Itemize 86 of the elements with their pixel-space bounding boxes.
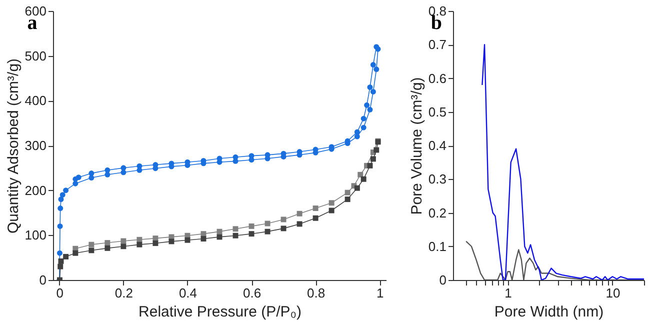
point — [354, 185, 360, 191]
point — [152, 236, 158, 242]
y-tick-label: 0.6 — [428, 70, 446, 86]
x-tick-label: 0.8 — [307, 286, 326, 300]
point — [58, 206, 64, 211]
point — [370, 62, 376, 68]
y-axis-title: Quantity Adsorbed (cm³/g) — [4, 58, 22, 234]
y-tick-label: 400 — [24, 93, 46, 108]
point — [58, 258, 64, 264]
point — [168, 238, 174, 244]
point — [370, 156, 376, 162]
point — [367, 162, 373, 168]
y-tick-label: 200 — [24, 182, 46, 198]
point — [360, 124, 366, 130]
y-tick-label: 500 — [24, 48, 46, 64]
y-tick-label: 0 — [439, 272, 446, 288]
point — [364, 102, 370, 108]
point — [136, 236, 142, 242]
point — [120, 244, 126, 250]
point — [200, 236, 206, 242]
y-tick-label: 0.7 — [428, 37, 446, 52]
x-tick-label: 1 — [376, 286, 384, 300]
point — [264, 220, 270, 226]
point — [152, 240, 158, 246]
point — [312, 215, 318, 221]
point — [280, 216, 286, 222]
x-tick-label: 1 — [504, 286, 512, 300]
point — [88, 242, 94, 248]
y-tick-label: 0.3 — [428, 172, 446, 187]
point — [328, 200, 334, 206]
point — [248, 231, 254, 237]
point — [296, 210, 302, 216]
point — [312, 206, 318, 212]
point — [136, 242, 142, 248]
point — [120, 170, 126, 176]
point — [232, 232, 238, 238]
point — [72, 250, 78, 256]
y-tick-label: 100 — [24, 228, 46, 243]
point — [58, 264, 64, 270]
point — [57, 223, 63, 229]
point — [120, 238, 126, 244]
point — [76, 174, 82, 180]
point — [104, 245, 110, 251]
point — [280, 226, 286, 232]
point — [63, 188, 69, 194]
x-axis-title: Pore Width (nm) — [494, 304, 604, 320]
y-axis-title: Pore Volume (cm³/g) — [408, 77, 426, 215]
point — [367, 106, 373, 112]
y-tick-label: 0.2 — [428, 205, 446, 220]
x-axis-title: Relative Pressure (P/P₀) — [138, 304, 302, 320]
x-tick-label: 0.4 — [178, 286, 198, 300]
point — [56, 250, 62, 256]
x-tick-label: 0.6 — [242, 286, 262, 300]
point — [72, 180, 78, 186]
point — [296, 221, 302, 227]
point — [216, 234, 222, 240]
point — [60, 192, 66, 198]
point — [63, 254, 69, 260]
point — [358, 172, 364, 178]
point — [58, 196, 64, 202]
point — [344, 190, 350, 196]
point — [374, 66, 380, 72]
point — [264, 228, 270, 234]
point — [367, 84, 373, 90]
point — [370, 88, 376, 94]
y-tick-label: 0.5 — [428, 104, 446, 120]
y-tick-label: 0.1 — [428, 238, 446, 254]
x-tick-label: 0.2 — [114, 286, 133, 300]
point — [360, 176, 366, 182]
point — [88, 175, 94, 181]
y-tick-label: 0 — [39, 272, 46, 288]
point — [104, 240, 110, 246]
point — [354, 134, 360, 140]
y-tick-label: 0.4 — [428, 138, 446, 153]
point — [328, 208, 334, 214]
point — [360, 116, 366, 122]
x-tick-label: 0 — [56, 286, 64, 300]
point — [232, 226, 238, 232]
x-tick-label: 10 — [606, 286, 620, 300]
point — [248, 223, 254, 229]
point — [248, 157, 254, 163]
point — [374, 147, 380, 153]
point — [344, 196, 350, 202]
y-tick-label: 300 — [24, 138, 46, 153]
point — [88, 248, 94, 254]
point — [184, 237, 190, 243]
